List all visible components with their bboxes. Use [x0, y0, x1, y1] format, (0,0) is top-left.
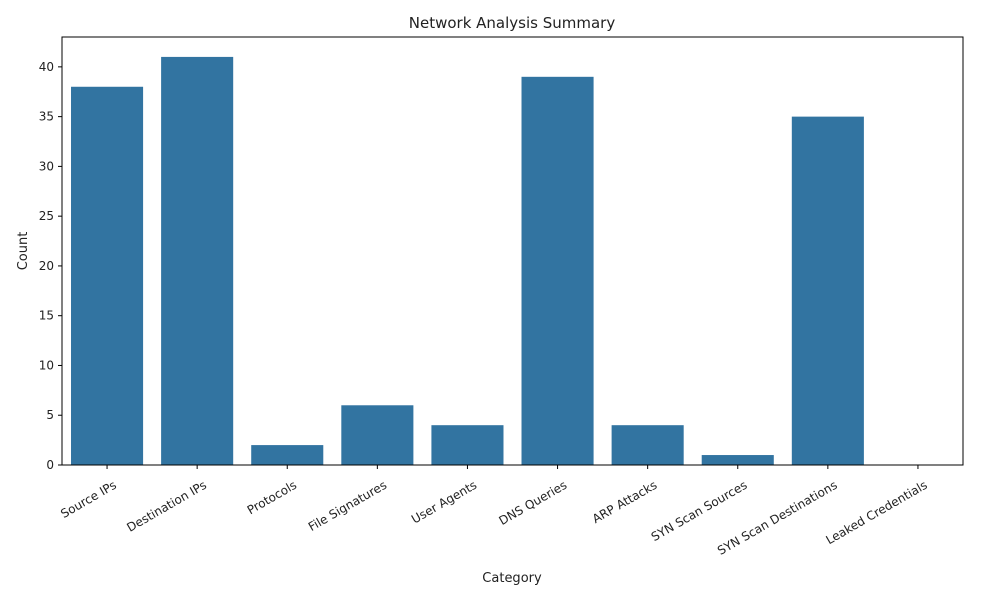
bar-6 — [611, 425, 684, 465]
bar-1 — [161, 56, 234, 465]
y-tick-label-8: 40 — [39, 60, 54, 74]
x-tick-label-1: Destination IPs — [124, 478, 209, 535]
x-tick-label-0: Source IPs — [58, 478, 119, 521]
plot-frame — [61, 36, 964, 466]
bar-5 — [521, 76, 594, 465]
bar-7 — [701, 455, 774, 465]
x-axis: Source IPs Destination IPs Protocols File S… — [58, 465, 930, 558]
y-tick-label-1: 5 — [46, 408, 54, 422]
x-axis-label: Category — [482, 571, 542, 586]
bar-8 — [791, 116, 864, 466]
y-tick-label-5: 25 — [39, 209, 54, 223]
y-tick-label-7: 35 — [39, 110, 54, 124]
y-tick-label-4: 20 — [39, 259, 54, 273]
bar-0 — [71, 86, 144, 465]
x-tick-label-4: User Agents — [409, 478, 479, 527]
chart-title: Network Analysis Summary — [409, 14, 616, 32]
bar-4 — [431, 425, 504, 465]
bars-group — [71, 56, 864, 466]
bar-2 — [251, 445, 324, 465]
x-tick-label-2: Protocols — [245, 478, 299, 517]
y-tick-label-6: 30 — [39, 159, 54, 173]
y-tick-label-0: 0 — [46, 458, 54, 472]
x-tick-label-5: DNS Queries — [497, 478, 570, 528]
y-tick-label-2: 10 — [39, 358, 54, 372]
x-tick-label-3: File Signatures — [306, 478, 389, 534]
y-axis: 0 5 10 15 20 25 30 35 40 — [39, 60, 62, 472]
y-axis-label: Count — [16, 232, 31, 271]
bar-3 — [341, 405, 414, 465]
x-tick-label-6: ARP Attacks — [590, 478, 660, 526]
x-tick-label-9: Leaked Credentials — [823, 478, 929, 547]
y-tick-label-3: 15 — [39, 309, 54, 323]
